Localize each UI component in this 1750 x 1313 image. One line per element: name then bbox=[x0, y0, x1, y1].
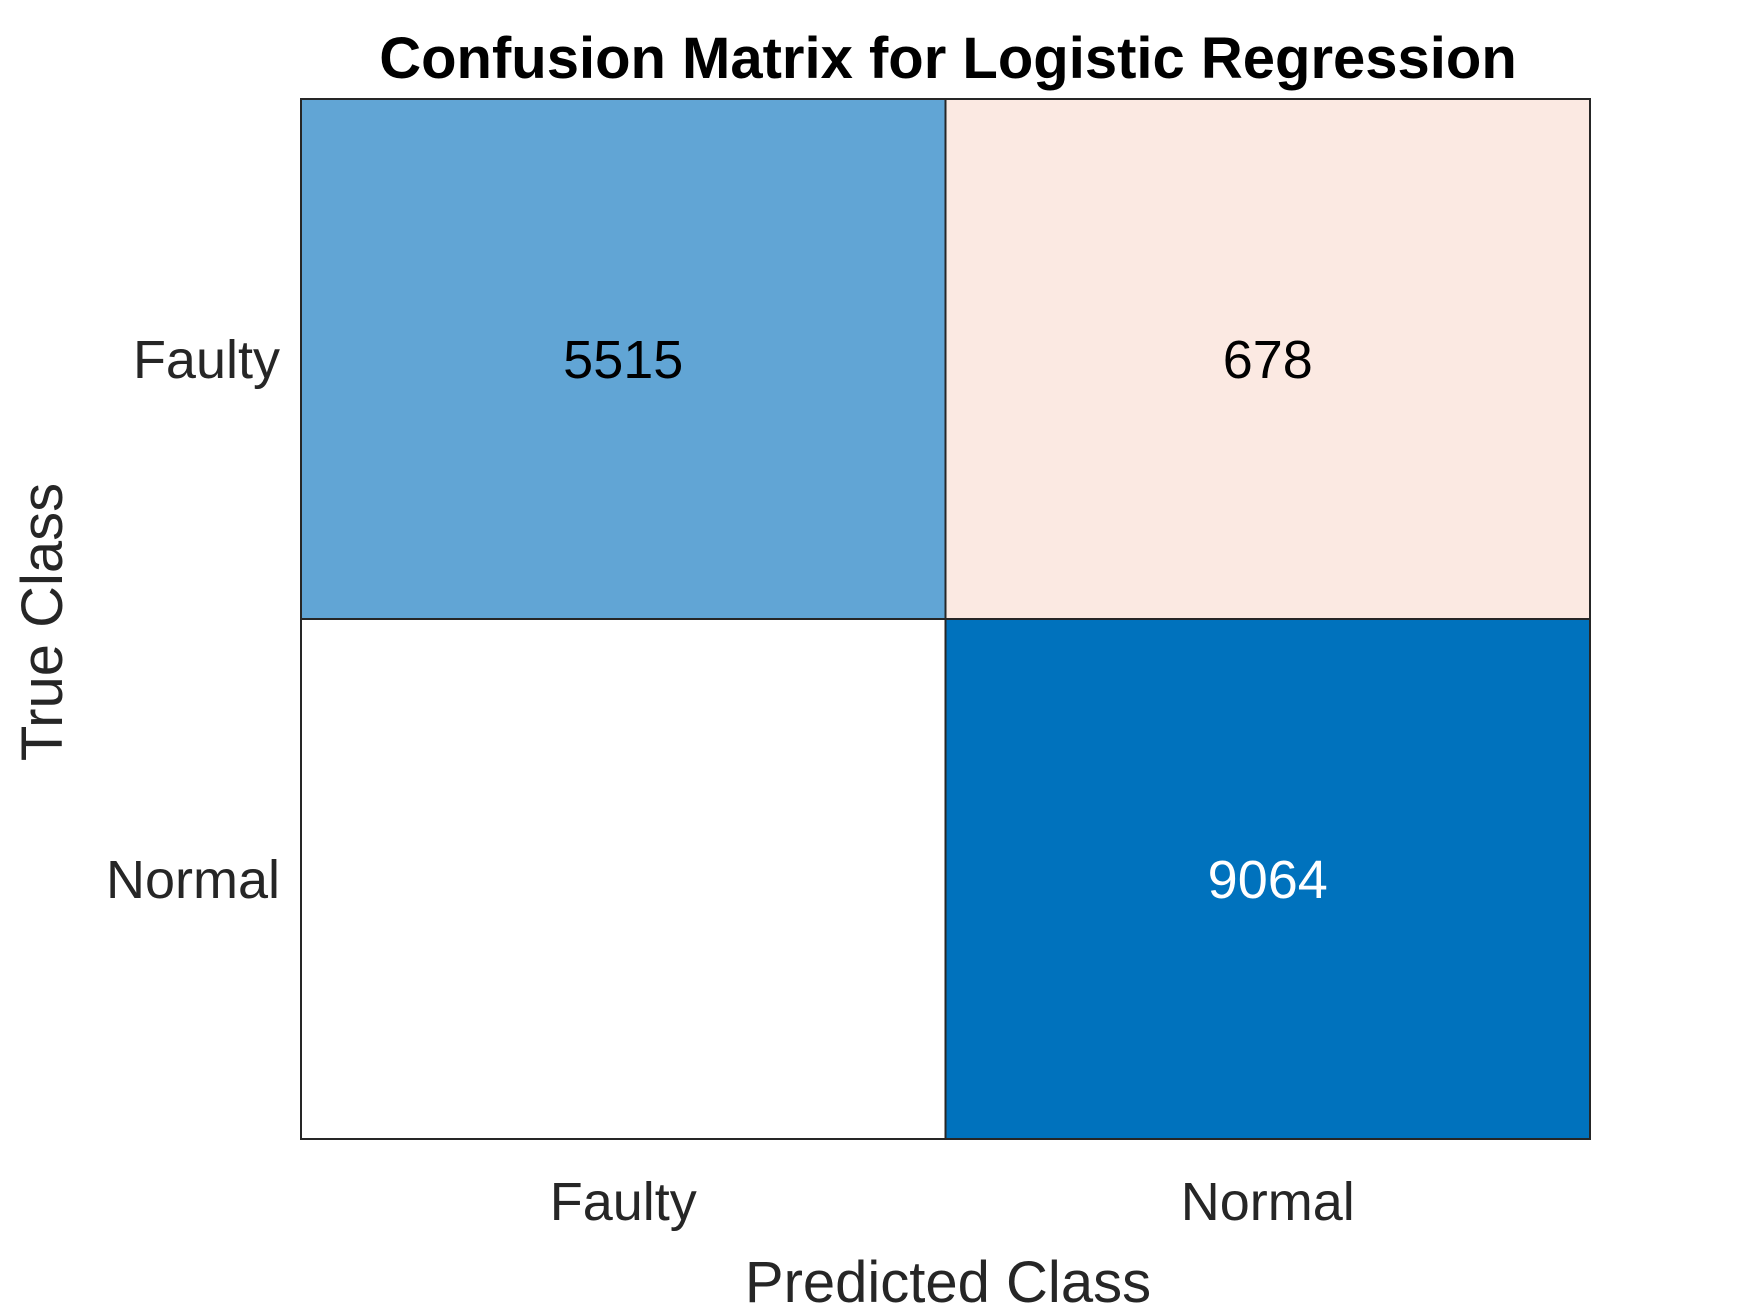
chart-title: Confusion Matrix for Logistic Regression bbox=[379, 26, 1517, 91]
cell-faulty-normal bbox=[944, 98, 1591, 620]
x-tick-label-normal: Normal bbox=[1181, 1172, 1355, 1232]
cell-label-normal-normal: 9064 bbox=[1208, 850, 1328, 910]
cell-label-faulty-normal: 678 bbox=[1223, 330, 1313, 390]
cell-faulty-faulty bbox=[300, 98, 947, 620]
cell-normal-faulty bbox=[300, 618, 947, 1140]
cell-normal-normal bbox=[944, 618, 1591, 1140]
cell-label-faulty-faulty: 5515 bbox=[563, 330, 683, 390]
y-tick-label-faulty: Faulty bbox=[133, 330, 280, 390]
cells-layer bbox=[300, 98, 1591, 1140]
x-tick-labels: Faulty Normal bbox=[550, 1172, 1355, 1232]
x-axis-label: Predicted Class bbox=[745, 1250, 1151, 1313]
x-tick-label-faulty: Faulty bbox=[550, 1172, 697, 1232]
y-tick-labels: Faulty Normal bbox=[106, 330, 280, 910]
cell-labels-layer: 5515 678 9064 bbox=[563, 330, 1328, 910]
y-tick-label-normal: Normal bbox=[106, 850, 280, 910]
plot-frame bbox=[300, 98, 1591, 1140]
y-axis-label: True Class bbox=[10, 483, 75, 761]
